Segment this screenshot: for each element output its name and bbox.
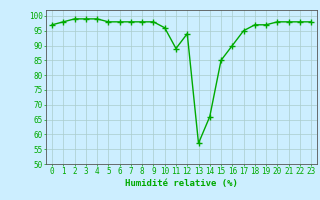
X-axis label: Humidité relative (%): Humidité relative (%) (125, 179, 238, 188)
